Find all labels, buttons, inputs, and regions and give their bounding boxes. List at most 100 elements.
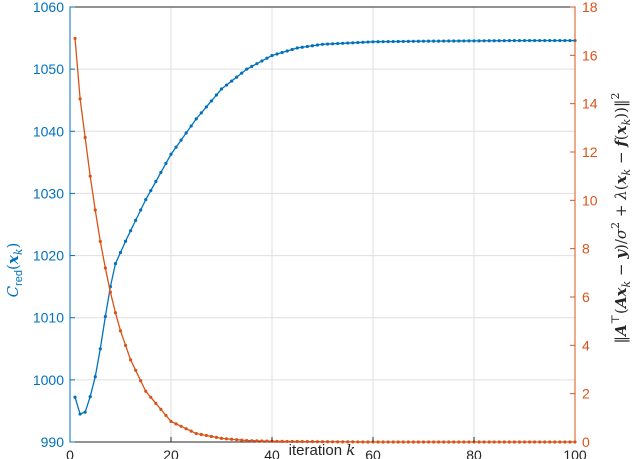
series-point-residual	[214, 435, 219, 440]
series-point-cred	[447, 39, 451, 43]
series-point-residual	[351, 440, 355, 444]
series-point-cred	[366, 40, 370, 44]
y-right-tick-label: 16	[582, 47, 598, 63]
series-point-cred	[265, 56, 269, 60]
y-right-tick-label: 12	[582, 144, 598, 160]
series-point-cred	[512, 39, 517, 43]
series-point-cred	[209, 99, 213, 103]
series-point-cred	[240, 71, 244, 75]
series-point-residual	[487, 440, 491, 444]
series-point-residual	[553, 440, 557, 444]
y-right-tick-label: 6	[582, 289, 590, 305]
series-point-cred	[548, 38, 552, 43]
series-point-residual	[118, 329, 123, 333]
series-point-cred	[406, 39, 410, 43]
series-point-cred	[396, 39, 400, 44]
series-point-cred	[310, 44, 314, 48]
series-point-cred	[452, 39, 456, 43]
series-point-residual	[129, 358, 133, 362]
series-point-cred	[83, 410, 87, 414]
series-point-cred	[416, 39, 421, 43]
series-point-cred	[386, 40, 390, 44]
series-point-cred	[285, 49, 289, 53]
series-point-residual	[361, 440, 365, 444]
series-point-residual	[467, 440, 471, 444]
series-point-residual	[159, 407, 163, 411]
y-right-axis-label: ‖A⊤(Axk − y)/σ2 + λ(xk − f(xk))‖2	[609, 93, 633, 344]
series-point-residual	[543, 440, 547, 444]
series-point-cred	[235, 75, 239, 79]
series-point-residual	[391, 440, 395, 444]
series-point-residual	[265, 439, 269, 443]
y-left-tick-label: 1040	[33, 123, 64, 139]
y-right-tick-label: 14	[582, 96, 598, 112]
series-point-cred	[174, 145, 178, 149]
series-point-cred	[204, 105, 208, 109]
y-right-tick-label: 8	[582, 241, 590, 257]
y-right-tick-label: 0	[582, 434, 590, 450]
series-point-cred	[275, 52, 279, 56]
series-point-cred	[497, 39, 501, 43]
series-point-cred	[88, 395, 92, 399]
series-point-cred	[154, 179, 158, 184]
series-point-residual	[512, 440, 517, 444]
series-point-cred	[134, 218, 138, 222]
series-layer	[73, 36, 577, 444]
series-point-cred	[568, 38, 572, 43]
y-left-tick-label: 1020	[33, 248, 64, 264]
series-point-cred	[356, 40, 360, 45]
series-point-cred	[103, 314, 107, 319]
series-point-residual	[219, 436, 224, 440]
x-axis-label-text: iteration	[289, 442, 347, 459]
y-left-axis-label: Cred(xk)	[4, 243, 25, 298]
series-point-cred	[123, 239, 128, 243]
series-point-cred	[230, 79, 234, 83]
series-point-residual	[174, 422, 178, 426]
series-point-cred	[411, 39, 415, 43]
series-point-residual	[255, 439, 259, 443]
series-point-cred	[260, 59, 264, 63]
series-point-residual	[482, 440, 486, 444]
series-point-residual	[300, 439, 304, 444]
series-point-cred	[432, 39, 436, 43]
series-point-residual	[527, 440, 532, 444]
series-point-residual	[507, 440, 511, 444]
series-point-residual	[230, 437, 234, 441]
series-point-cred	[421, 39, 426, 43]
series-point-cred	[401, 39, 405, 44]
series-point-residual	[154, 401, 158, 405]
x-tick-label: 20	[163, 447, 179, 459]
series-point-cred	[437, 39, 441, 43]
series-point-cred	[250, 64, 254, 69]
series-point-residual	[73, 36, 77, 41]
series-point-cred	[98, 347, 102, 351]
series-point-cred	[558, 38, 562, 43]
series-point-cred	[472, 39, 476, 43]
series-point-cred	[533, 38, 537, 43]
series-point-residual	[366, 440, 370, 444]
series-point-residual	[497, 440, 501, 444]
series-point-cred	[553, 38, 557, 43]
series-point-cred	[331, 42, 335, 46]
series-point-cred	[280, 50, 284, 55]
series-point-residual	[250, 439, 254, 443]
series-point-cred	[426, 39, 431, 43]
series-point-cred	[376, 40, 380, 44]
series-point-residual	[401, 440, 405, 444]
series-point-residual	[108, 290, 112, 294]
series-point-residual	[224, 437, 229, 441]
series-point-residual	[331, 440, 335, 444]
series-point-cred	[563, 38, 567, 43]
series-point-residual	[462, 440, 466, 444]
series-point-residual	[442, 440, 446, 444]
series-point-residual	[477, 440, 481, 444]
x-tick-label: 80	[466, 447, 482, 459]
series-point-residual	[457, 440, 461, 444]
series-point-residual	[78, 97, 82, 101]
series-point-residual	[320, 440, 325, 444]
series-point-residual	[123, 343, 128, 347]
series-point-cred	[305, 44, 309, 49]
y-left-tick-label: 1060	[33, 0, 64, 15]
series-point-residual	[98, 239, 102, 244]
series-point-residual	[437, 440, 441, 444]
